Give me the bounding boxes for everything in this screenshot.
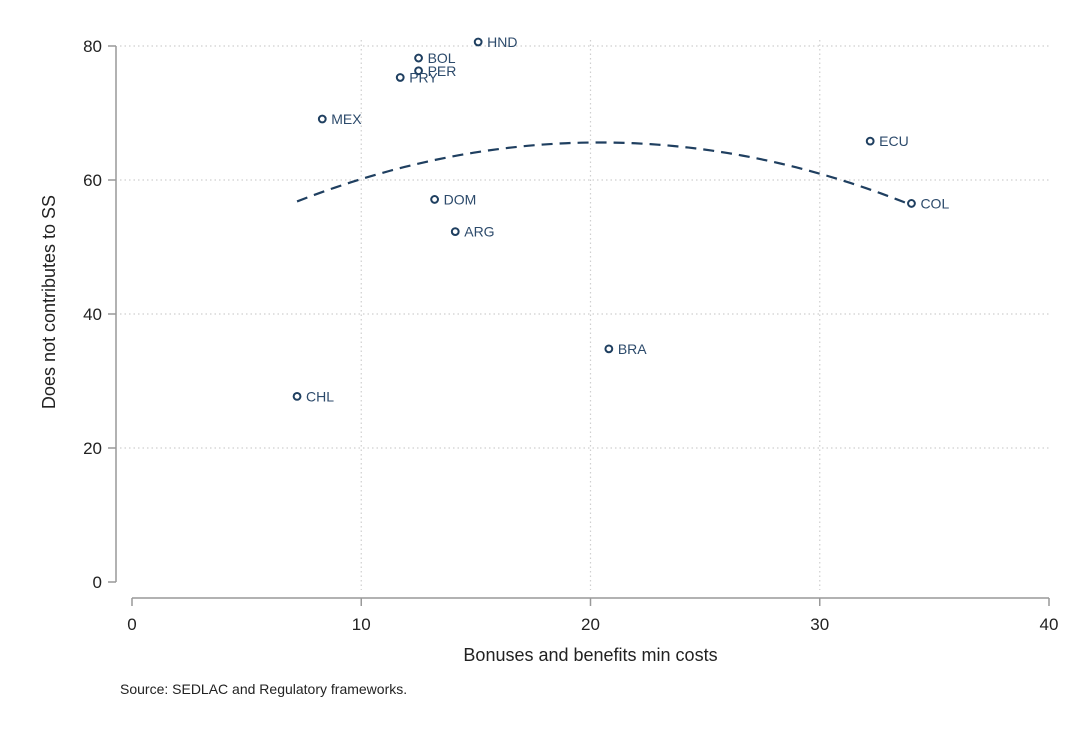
y-tick-label: 40 bbox=[83, 305, 102, 324]
point-arg bbox=[450, 227, 460, 236]
y-tick-label: 20 bbox=[83, 439, 102, 458]
point-label-chl: CHL bbox=[306, 388, 334, 404]
point-col bbox=[907, 199, 916, 208]
x-tick-label: 30 bbox=[810, 615, 829, 634]
source-note: Source: SEDLAC and Regulatory frameworks… bbox=[120, 681, 408, 697]
y-axis-title: Does not contributes to SS bbox=[39, 195, 59, 409]
x-axis-title: Bonuses and benefits min costs bbox=[463, 645, 717, 665]
point-per bbox=[414, 66, 423, 76]
point-label-pry: PRY bbox=[409, 69, 438, 85]
x-tick-label: 20 bbox=[581, 615, 600, 634]
point-hnd bbox=[473, 37, 483, 47]
point-ecu bbox=[865, 136, 875, 146]
point-label-mex: MEX bbox=[331, 111, 362, 127]
x-tick-label: 0 bbox=[127, 615, 136, 634]
x-tick-label: 40 bbox=[1040, 615, 1059, 634]
x-tick-label: 10 bbox=[352, 615, 371, 634]
point-mex bbox=[317, 114, 327, 124]
y-tick-label: 0 bbox=[93, 573, 102, 592]
point-label-hnd: HND bbox=[487, 34, 517, 50]
point-label-col: COL bbox=[920, 195, 949, 211]
point-pry bbox=[395, 73, 405, 82]
point-chl bbox=[292, 392, 302, 401]
point-label-dom: DOM bbox=[444, 191, 477, 207]
point-label-per: PER bbox=[428, 63, 457, 79]
point-dom bbox=[430, 195, 440, 204]
point-label-ecu: ECU bbox=[879, 133, 909, 149]
fitted-curve bbox=[296, 141, 912, 207]
point-label-bol: BOL bbox=[428, 50, 456, 66]
point-label-arg: ARG bbox=[464, 224, 494, 240]
point-bol bbox=[414, 53, 423, 63]
y-tick-label: 60 bbox=[83, 171, 102, 190]
y-tick-label: 80 bbox=[83, 37, 102, 56]
point-label-bra: BRA bbox=[618, 341, 647, 357]
point-bra bbox=[604, 344, 614, 354]
